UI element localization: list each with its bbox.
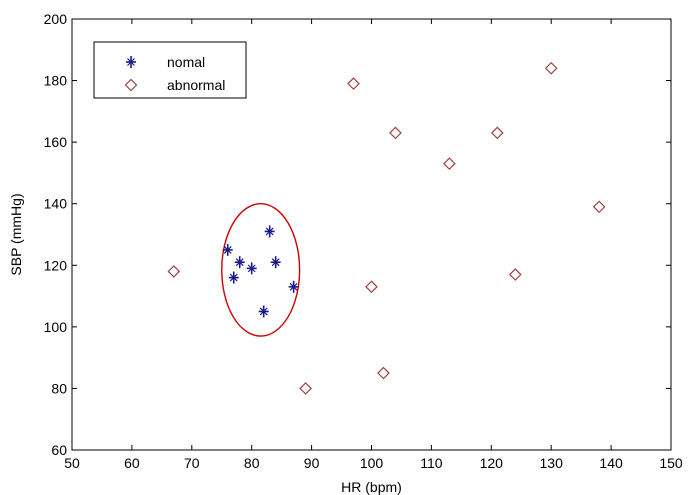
x-tick-label: 90 xyxy=(304,455,320,471)
y-tick-label: 60 xyxy=(51,442,67,458)
legend-label-abnormal: abnormal xyxy=(167,77,225,93)
data-point-abnormal xyxy=(592,200,606,214)
x-tick-label: 50 xyxy=(64,455,80,471)
x-axis: 50 60 70 80 90 100 110 120 130 140 150 xyxy=(64,19,683,471)
data-point-nomal xyxy=(222,243,233,256)
x-tick-label: 150 xyxy=(659,455,683,471)
x-tick-label: 110 xyxy=(420,455,443,471)
data-point-abnormal xyxy=(544,61,558,75)
data-point-nomal xyxy=(270,256,281,269)
x-tick-label: 140 xyxy=(599,455,623,471)
highlight-circle xyxy=(221,203,301,337)
legend-box xyxy=(93,41,247,99)
x-tick-label: 70 xyxy=(184,455,200,471)
data-point-abnormal xyxy=(443,157,456,171)
data-point-abnormal xyxy=(299,382,312,395)
legend-marker-nomal xyxy=(126,56,136,68)
data-point-abnormal xyxy=(167,265,181,278)
data-point-nomal xyxy=(234,256,245,269)
y-tick-label: 80 xyxy=(51,380,67,396)
x-axis-label: HR (bpm) xyxy=(341,479,402,495)
data-points xyxy=(167,61,606,395)
legend: nomal abnormal xyxy=(93,41,247,99)
data-point-abnormal xyxy=(347,77,360,90)
data-point-nomal xyxy=(228,271,239,284)
y-tick-label: 200 xyxy=(44,11,68,27)
y-axis-label: SBP (mmHg) xyxy=(8,193,24,275)
data-point-abnormal xyxy=(508,268,522,281)
data-point-nomal xyxy=(264,225,275,238)
y-tick-label: 100 xyxy=(44,319,68,335)
data-point-abnormal xyxy=(365,280,378,294)
legend-marker-abnormal xyxy=(124,78,138,92)
data-point-nomal xyxy=(258,305,269,318)
data-point-abnormal xyxy=(490,126,504,140)
x-tick-label: 60 xyxy=(124,455,140,471)
x-tick-label: 120 xyxy=(480,455,504,471)
data-point-abnormal xyxy=(389,126,402,140)
y-tick-label: 180 xyxy=(44,73,68,89)
x-tick-label: 100 xyxy=(360,455,384,471)
y-tick-label: 120 xyxy=(44,257,68,273)
y-axis: 60 80 100 120 140 160 180 200 xyxy=(44,11,671,458)
annotations xyxy=(221,203,301,337)
legend-star-icon xyxy=(126,56,136,68)
x-tick-label: 80 xyxy=(244,455,260,471)
x-tick-label: 130 xyxy=(540,455,564,471)
y-tick-label: 140 xyxy=(44,196,68,212)
data-point-nomal xyxy=(288,280,299,293)
y-tick-label: 160 xyxy=(44,134,68,150)
data-point-nomal xyxy=(246,262,257,275)
legend-label-nomal: nomal xyxy=(167,54,205,70)
legend-diamond-icon xyxy=(124,78,138,92)
data-point-abnormal xyxy=(377,366,390,380)
